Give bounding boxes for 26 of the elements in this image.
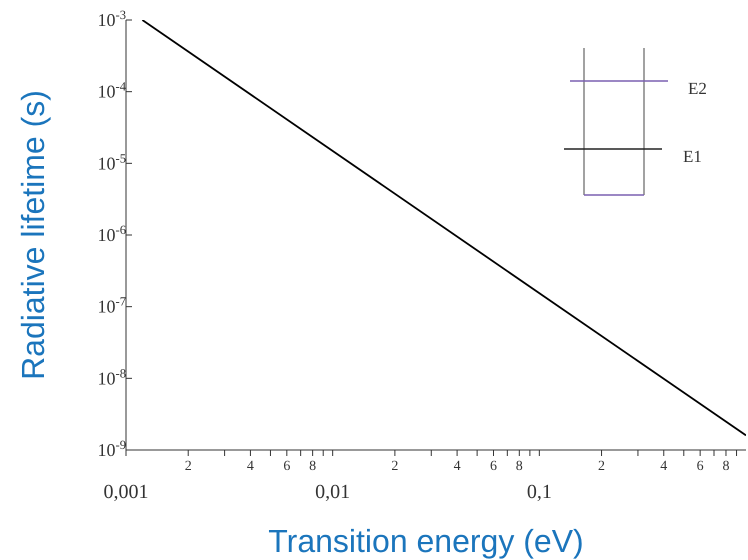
y-tick-label: 10$^{-7}$ [98,294,126,317]
y-tick-label: 10$^{-6}$ [98,223,126,245]
text: 4 [246,459,254,474]
y-tick-label: 10$^{-5}$ [98,151,126,174]
y-tick-label: 10$^{-8}$ [98,366,126,388]
x-axis-title: Transition energy (eV) [268,523,584,559]
x-tick-label: 0,01 [315,481,350,503]
text: 2 [391,459,398,474]
y-tick-label: 10$^{-3}$ [98,8,126,30]
text: 8 [516,459,523,474]
annotation: E2 [688,79,707,98]
text: 4 [660,459,668,474]
y-tick-label: 10$^{-4}$ [98,80,127,102]
text: 8 [722,459,730,474]
text: 2 [184,459,192,474]
y-axis-title: Radiative lifetime (s) [15,90,51,380]
text: 2 [598,459,606,474]
y-tick-label: 10$^{-9}$ [98,438,126,460]
x-tick-label: 0,001 [104,481,148,503]
text: 6 [283,459,290,474]
annotation: E1 [683,147,702,166]
text: 6 [696,459,704,474]
x-tick-label: 0,1 [526,481,552,503]
text: 8 [309,459,316,474]
text: 4 [454,459,461,474]
text: 6 [490,459,497,474]
